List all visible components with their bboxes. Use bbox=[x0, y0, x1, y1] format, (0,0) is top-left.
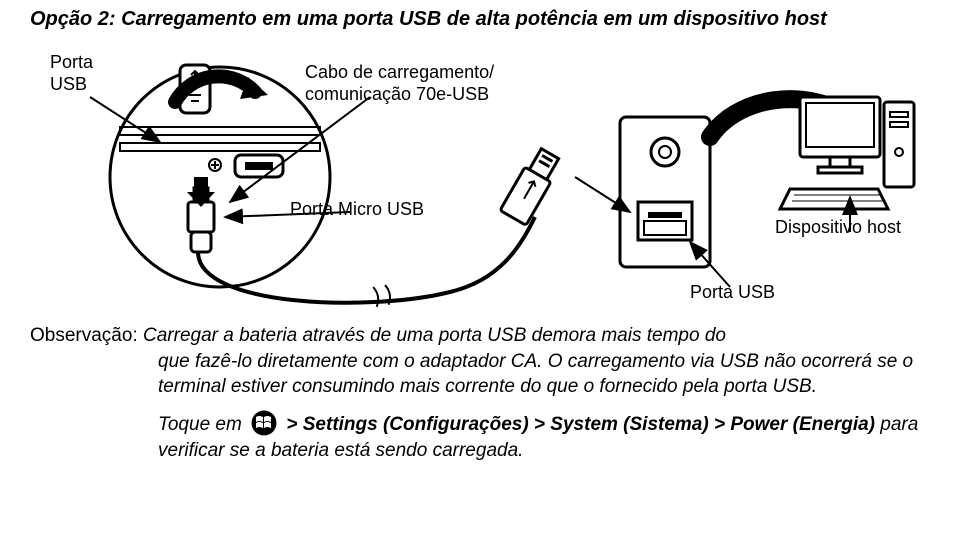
usb-diagram: Porta USB Cabo de carregamento/ comunica… bbox=[30, 37, 930, 317]
label-porta-usb-right: Porta USB bbox=[690, 282, 775, 304]
instruction-path: > Settings (Configurações) > System (Sis… bbox=[281, 414, 875, 435]
label-porta-usb-left: Porta USB bbox=[50, 52, 93, 95]
observation-block: Observação: Carregar a bateria através d… bbox=[30, 323, 930, 463]
label-porta-micro: Porta Micro USB bbox=[290, 199, 424, 221]
windows-icon bbox=[251, 410, 277, 436]
label-dispositivo-host: Dispositivo host bbox=[775, 217, 901, 239]
observation-body: Carregar a bateria através de uma porta … bbox=[143, 325, 726, 346]
instruction-prefix: Toque em bbox=[158, 414, 242, 435]
instruction-line: Toque em > Settings (Configurações) > Sy… bbox=[158, 410, 930, 463]
observation-body-cont: que fazê-lo diretamente com o adaptador … bbox=[158, 349, 930, 400]
page-title: Opção 2: Carregamento em uma porta USB d… bbox=[30, 8, 930, 31]
observation-label: Observação: bbox=[30, 325, 138, 346]
label-cabo: Cabo de carregamento/ comunicação 70e-US… bbox=[305, 62, 494, 105]
